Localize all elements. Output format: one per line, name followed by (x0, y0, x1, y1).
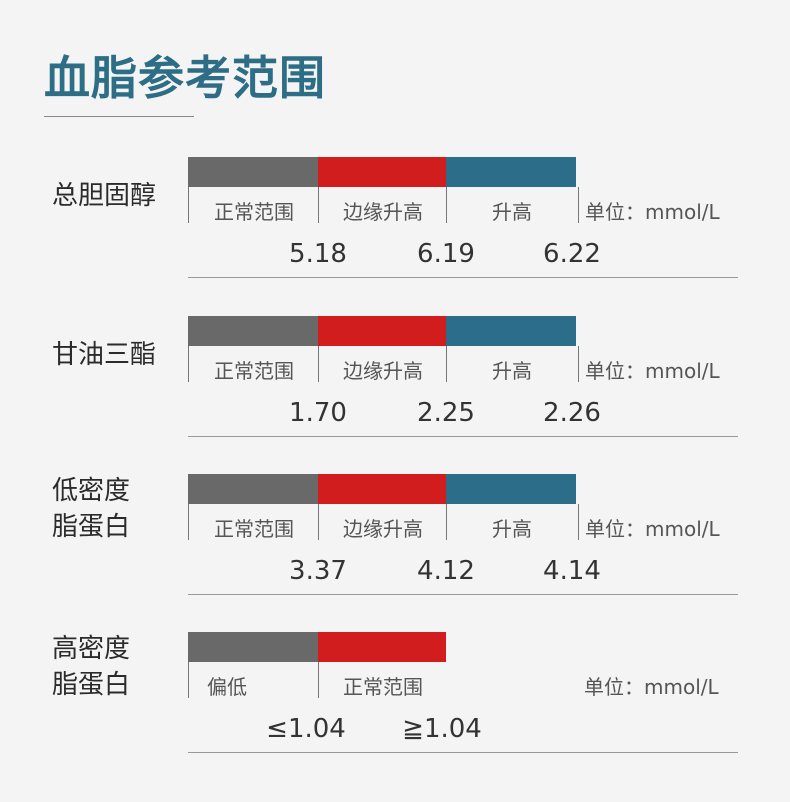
section-divider (188, 594, 738, 595)
segment-label: 正常范围 (188, 187, 319, 224)
section-hdl: 高密度 脂蛋白 偏低 正常范围 单位：mmol/L ≤1.04 ≧1.04 (0, 632, 790, 782)
section-label: 脂蛋白 (52, 670, 131, 700)
bar-segment-borderline (318, 157, 446, 187)
section-triglycerides: 甘油三酯 正常范围 边缘升高 升高 单位：mmol/L 1.70 2.25 2.… (0, 316, 790, 466)
title-underline (44, 116, 194, 117)
page-title: 血脂参考范围 (44, 51, 326, 105)
section-label: 低密度 (52, 476, 131, 506)
segment-label: 边缘升高 (318, 346, 447, 383)
bar-segment-high (446, 157, 576, 187)
segment-label: 升高 (446, 346, 577, 383)
threshold-value: 2.25 (417, 398, 475, 428)
bar-segment-low (188, 632, 318, 662)
segment-label: 偏低 (188, 662, 318, 699)
section-total-cholesterol: 总胆固醇 正常范围 边缘升高 升高 单位：mmol/L 5.18 6.19 6.… (0, 157, 790, 307)
segment-label: 升高 (446, 187, 577, 224)
bar-segment-borderline (318, 474, 446, 504)
bar-segment-normal (188, 474, 318, 504)
unit-label: 单位：mmol/L (578, 504, 720, 541)
threshold-value: 1.70 (289, 398, 347, 428)
unit-label: 单位：mmol/L (584, 675, 719, 699)
segment-label: 升高 (446, 504, 577, 541)
threshold-value: ≧1.04 (402, 714, 482, 744)
section-label: 高密度 (52, 634, 131, 664)
threshold-value: ≤1.04 (266, 714, 346, 744)
section-divider (188, 436, 738, 437)
threshold-value: 4.12 (417, 556, 475, 586)
bar-segment-borderline (318, 316, 446, 346)
segment-label: 正常范围 (318, 662, 447, 699)
bar-segment-normal (188, 316, 318, 346)
threshold-value: 2.26 (543, 398, 601, 428)
segment-label: 正常范围 (188, 346, 319, 383)
segment-label: 边缘升高 (318, 504, 447, 541)
bar-segment-high (446, 474, 576, 504)
segment-label: 边缘升高 (318, 187, 447, 224)
threshold-value: 3.37 (289, 556, 347, 586)
section-label: 脂蛋白 (52, 512, 131, 542)
bar-segment-normal (318, 632, 446, 662)
bar-segment-high (446, 316, 576, 346)
unit-label: 单位：mmol/L (578, 346, 720, 383)
section-label: 总胆固醇 (52, 181, 157, 211)
bar-segment-normal (188, 157, 318, 187)
section-divider (188, 277, 738, 278)
unit-label: 单位：mmol/L (578, 187, 720, 224)
threshold-value: 4.14 (543, 556, 601, 586)
section-label: 甘油三酯 (52, 340, 157, 370)
threshold-value: 5.18 (289, 239, 347, 269)
section-ldl: 低密度 脂蛋白 正常范围 边缘升高 升高 单位：mmol/L 3.37 4.12… (0, 474, 790, 624)
segment-label: 正常范围 (188, 504, 319, 541)
threshold-value: 6.22 (543, 239, 601, 269)
threshold-value: 6.19 (417, 239, 475, 269)
section-divider (188, 752, 738, 753)
